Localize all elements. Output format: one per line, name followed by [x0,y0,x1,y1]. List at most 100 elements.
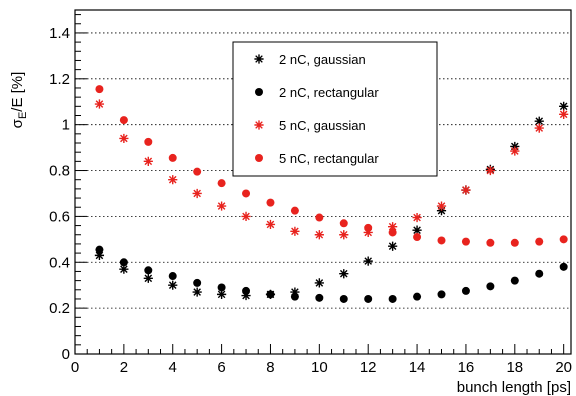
data-point-circle [144,137,153,146]
data-point-star [119,264,129,274]
data-point-circle [510,238,519,247]
data-point-circle [339,219,348,228]
data-point-circle [217,179,226,188]
data-point-circle [193,167,202,176]
data-point-star [192,287,202,297]
data-point-circle [559,235,568,244]
data-point-star [217,201,227,211]
series-5-nc-rectangular [95,85,568,247]
x-tick-label: 12 [360,359,377,376]
x-tick-label: 16 [458,359,475,376]
data-point-circle [144,266,153,275]
data-point-star [534,123,544,133]
data-point-circle [413,292,422,301]
y-tick-label: 1 [62,117,70,134]
legend-marker-star [254,120,264,130]
data-point-star [363,227,373,238]
x-tick-label: 18 [506,359,523,376]
data-point-star [94,250,105,260]
data-point-star [314,230,324,240]
data-point-star [485,165,495,176]
data-point-star [339,269,349,279]
legend-item: 5 nC, gaussian [254,118,366,133]
data-point-circle [437,290,446,299]
y-axis-title-rest: /E [%] [9,72,26,112]
data-point-circle [95,245,104,254]
data-point-circle [168,153,177,162]
series-5-nc-gaussian [94,99,569,240]
data-point-star [192,188,202,199]
legend-item: 2 nC, gaussian [254,52,366,67]
y-tick-label: 0 [62,346,70,363]
data-point-star [143,156,153,166]
data-point-star [559,109,569,119]
y-tick-label: 1.2 [49,71,70,88]
data-point-star [94,99,105,109]
data-point-circle [168,272,177,281]
data-point-star [510,146,520,156]
x-tick-label: 8 [266,359,274,376]
data-point-circle [242,189,251,198]
data-point-star [412,212,422,223]
x-tick-label: 6 [217,359,225,376]
y-tick-label: 0.8 [49,163,70,180]
data-point-circle [217,283,226,292]
data-point-circle [388,228,397,237]
data-point-circle [119,258,128,267]
data-point-circle [535,269,544,278]
data-point-star [534,116,544,126]
tick-labels: 0 0.2 0.4 0.6 0.8 1 1.2 1.4 0 2 4 6 8 10 12 14 16 18 20 [49,25,572,376]
data-point-circle [535,237,544,246]
data-point-circle [510,276,519,285]
data-point-circle [461,286,470,295]
data-point-circle [559,262,568,271]
data-point-circle [486,238,495,247]
data-point-circle [364,223,373,232]
data-point-circle [266,198,275,207]
x-tick-label: 2 [120,359,128,376]
data-point-star [241,290,251,301]
data-point-star [290,287,300,297]
data-point-star [143,273,153,283]
legend-label: 5 nC, rectangular [279,151,379,166]
series-2-nc-rectangular [95,245,568,303]
legend-label: 5 nC, gaussian [279,118,366,133]
data-point-circle [413,233,422,242]
legend-label: 2 nC, gaussian [279,52,366,67]
data-point-circle [315,293,324,302]
data-point-circle [290,206,299,215]
data-point-circle [339,294,348,303]
legend-label: 2 nC, rectangular [279,85,379,100]
y-tick-label: 0.6 [49,208,70,225]
data-point-circle [193,278,202,287]
data-point-circle [388,294,397,303]
data-point-star [168,175,178,185]
data-point-star [388,241,398,251]
data-point-star [388,222,398,232]
axis-ticks [74,14,565,355]
data-point-star [265,219,276,230]
data-point-circle [437,236,446,245]
legend-item: 5 nC, rectangular [255,151,379,166]
legend-marker-circle [255,88,263,96]
y-axis-title-subscript: E [17,112,29,119]
data-point-star [241,211,251,221]
data-point-star [339,230,349,240]
data-point-circle [290,292,299,301]
data-point-circle [486,282,495,291]
data-point-star [363,256,373,266]
data-point-circle [95,85,104,94]
data-point-star [436,201,447,211]
x-tick-label: 0 [71,359,79,376]
x-axis-title: bunch length [ps] [457,379,571,396]
legend-marker-star [254,54,264,64]
y-axis-title: σE/E [%] [9,72,29,129]
y-tick-label: 0.4 [49,254,70,271]
legend-box [232,41,438,177]
x-tick-label: 14 [409,359,426,376]
data-point-star [290,226,300,236]
data-point-circle [315,213,324,222]
data-point-star [314,278,324,288]
plot-frame [74,9,572,355]
